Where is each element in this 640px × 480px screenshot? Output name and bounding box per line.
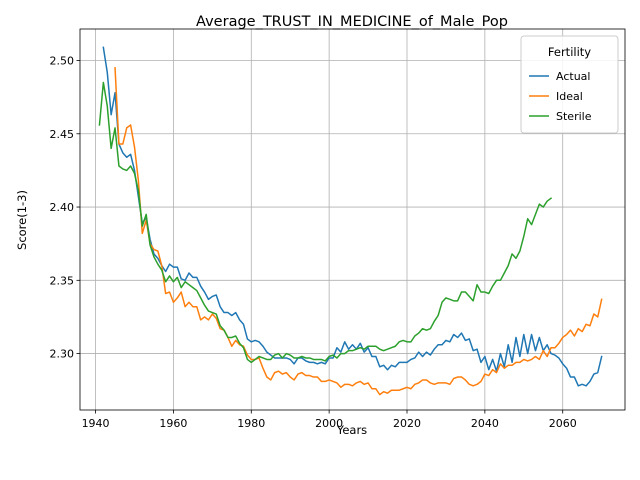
x-tick-label: 2060 bbox=[549, 417, 577, 430]
x-tick-label: 2000 bbox=[315, 417, 343, 430]
grid bbox=[80, 29, 625, 410]
series-line-ideal bbox=[114, 67, 603, 396]
x-axis-label: Years bbox=[336, 423, 367, 437]
x-tick-label: 1940 bbox=[82, 417, 110, 430]
legend-entries: Actual Ideal Sterile bbox=[529, 70, 592, 123]
y-tick-label: 2.50 bbox=[50, 55, 75, 68]
y-tick-label: 2.35 bbox=[50, 274, 75, 287]
chart-title: Average_TRUST_IN_MEDICINE_of_Male_Pop bbox=[196, 14, 508, 30]
x-tick-label: 2020 bbox=[393, 417, 421, 430]
x-tick-label: 1960 bbox=[159, 417, 187, 430]
x-tick-label: 1980 bbox=[237, 417, 265, 430]
y-tick-label: 2.40 bbox=[50, 201, 75, 214]
y-tick-label: 2.30 bbox=[50, 348, 75, 361]
y-axis-label: Score(1-3) bbox=[15, 190, 29, 250]
legend-label-sterile: Sterile bbox=[556, 110, 592, 123]
series-line-sterile bbox=[98, 81, 553, 364]
legend-label-ideal: Ideal bbox=[556, 90, 583, 103]
legend: Fertility Actual Ideal Sterile bbox=[520, 35, 619, 134]
series-lines bbox=[98, 46, 603, 396]
plot-frame bbox=[79, 28, 626, 411]
y-axis-ticks: 2.30 2.35 2.40 2.45 2.50 bbox=[50, 55, 80, 361]
x-axis-ticks: 1940 1960 1980 2000 2020 2040 2060 bbox=[82, 410, 577, 430]
series-line-actual bbox=[102, 46, 603, 387]
y-tick-label: 2.45 bbox=[50, 128, 75, 141]
legend-title: Fertility bbox=[548, 45, 591, 59]
x-tick-label: 2040 bbox=[471, 417, 499, 430]
legend-box bbox=[520, 35, 619, 134]
legend-label-actual: Actual bbox=[556, 70, 590, 83]
